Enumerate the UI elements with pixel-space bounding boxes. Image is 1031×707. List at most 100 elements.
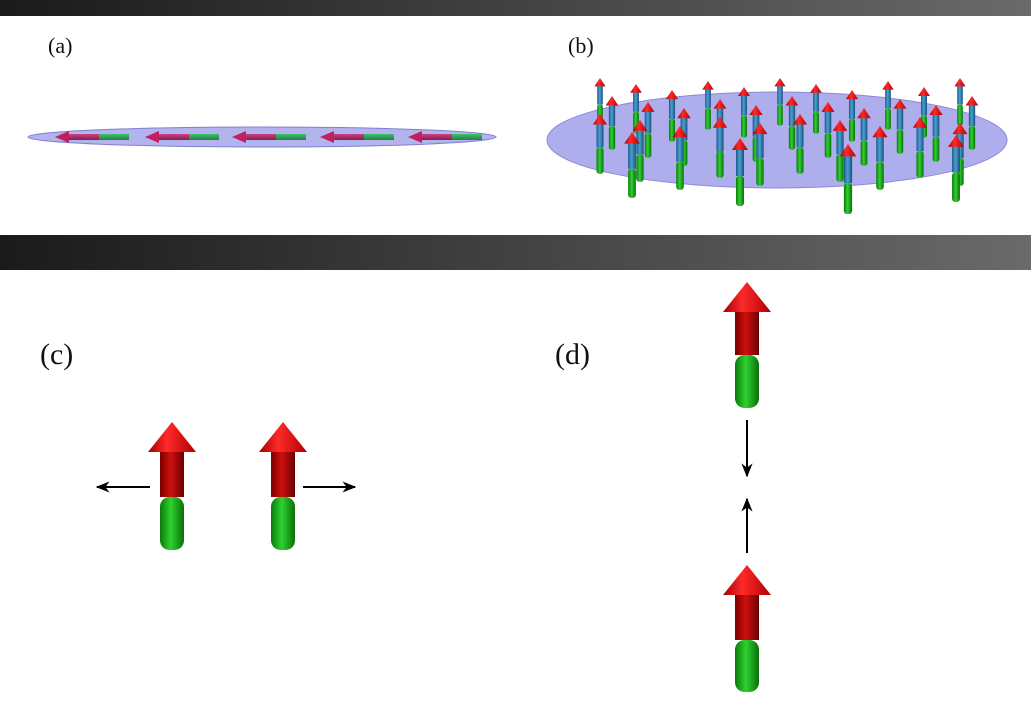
dipole-lower <box>836 155 843 182</box>
dipole-lower <box>676 162 684 190</box>
divider-bar <box>0 235 1031 270</box>
dipole-tip <box>723 282 771 312</box>
dipole-upper <box>921 94 927 115</box>
dipole-lower <box>777 105 783 126</box>
dipole-lower <box>916 151 923 178</box>
dipole-tip <box>666 90 678 99</box>
dipole-lower <box>705 108 711 129</box>
dipole-upper <box>597 84 603 104</box>
dipole-upper <box>669 97 675 119</box>
dipole-upper <box>246 134 276 140</box>
dipole-upper <box>897 107 903 130</box>
dipole-lower <box>789 126 795 150</box>
dipole-upper <box>777 84 783 104</box>
dipole-lower <box>876 162 884 190</box>
dipole-upper <box>741 94 747 115</box>
dipole-upper <box>271 450 295 497</box>
dipole-upper <box>633 91 639 112</box>
dipole-tip <box>966 96 979 105</box>
dipole-lower <box>741 115 747 137</box>
dipole-lower <box>99 134 129 140</box>
dipole-upper <box>160 450 184 497</box>
dipole-lower <box>160 497 184 550</box>
dipole-upper <box>825 110 832 133</box>
dipole-upper <box>676 135 684 161</box>
dipole-upper <box>596 123 603 148</box>
dipole-lower <box>628 169 636 198</box>
dipole-upper <box>844 154 852 183</box>
dipole-tip <box>774 78 785 86</box>
dipole-lower <box>885 108 891 129</box>
dipole-upper <box>716 126 723 151</box>
dipole-lower <box>957 105 963 126</box>
dipole-lower <box>796 147 803 173</box>
dipole-upper <box>813 91 819 112</box>
dipole-upper <box>789 103 795 126</box>
dipole-upper <box>628 142 636 169</box>
dipole-lower <box>276 134 306 140</box>
dipole-upper <box>849 97 855 119</box>
dipole-upper <box>885 88 891 109</box>
dipole-lower <box>844 183 852 214</box>
dipole-tip <box>594 78 605 86</box>
dipole-lower <box>669 119 675 142</box>
dipole-upper <box>952 145 960 173</box>
dipole-upper <box>735 310 759 355</box>
dipole-upper <box>796 123 803 148</box>
panel-label: (b) <box>568 33 594 58</box>
dipole-lower <box>735 640 759 692</box>
dipole-lower <box>596 147 603 173</box>
dipole-upper <box>159 134 189 140</box>
dipole-tip <box>630 84 642 93</box>
dipole-lower <box>636 155 643 182</box>
dipole-upper <box>876 135 884 161</box>
dipole-lower <box>716 151 723 178</box>
dipole-upper <box>861 116 868 140</box>
dipole-lower <box>452 134 482 140</box>
dipole-upper <box>916 126 923 151</box>
dipole-upper <box>969 103 975 126</box>
dipole-lower <box>189 134 219 140</box>
dipole-lower <box>645 133 652 158</box>
dipole-lower <box>735 355 759 408</box>
panel-label: (d) <box>555 338 590 371</box>
dipole-tip <box>810 84 822 93</box>
dipole-lower <box>825 133 832 158</box>
dipole-upper <box>957 84 963 104</box>
dipole-tip <box>738 87 750 96</box>
dipole-lower <box>969 126 975 150</box>
dipole-upper <box>69 134 99 140</box>
dipole-lower <box>933 137 940 162</box>
dipole-tip <box>723 565 771 595</box>
dipole-lower <box>952 172 960 202</box>
panel-label: (c) <box>40 338 73 371</box>
dipole-lower <box>849 119 855 142</box>
dipole-tip <box>954 78 965 86</box>
dipole-tip <box>148 422 196 452</box>
dipole-lower <box>609 126 615 150</box>
dipole-upper <box>836 129 843 155</box>
dipole-lower <box>736 176 744 206</box>
dipole-upper <box>705 88 711 109</box>
dipole-lower <box>897 130 903 154</box>
dipole-tip <box>259 422 307 452</box>
dipole-lower <box>813 112 819 134</box>
dipole-upper <box>422 134 452 140</box>
dipole-upper <box>756 132 763 158</box>
header-bar <box>0 0 1031 16</box>
dipole-upper <box>736 148 744 176</box>
dipole-upper <box>609 103 615 126</box>
dipole-upper <box>735 593 759 640</box>
dipole-upper <box>334 134 364 140</box>
dipole-upper <box>933 113 940 137</box>
dipole-tip <box>882 81 893 90</box>
dipole-tip <box>918 87 930 96</box>
dipole-lower <box>756 158 763 186</box>
dipole-lower <box>364 134 394 140</box>
dipole-lower <box>861 140 868 166</box>
figure: (a) (b) (c) (d) <box>0 0 1031 707</box>
panel-label: (a) <box>48 33 72 58</box>
dipole-tip <box>606 96 619 105</box>
dipole-tip <box>702 81 713 90</box>
dipole-lower <box>271 497 295 550</box>
